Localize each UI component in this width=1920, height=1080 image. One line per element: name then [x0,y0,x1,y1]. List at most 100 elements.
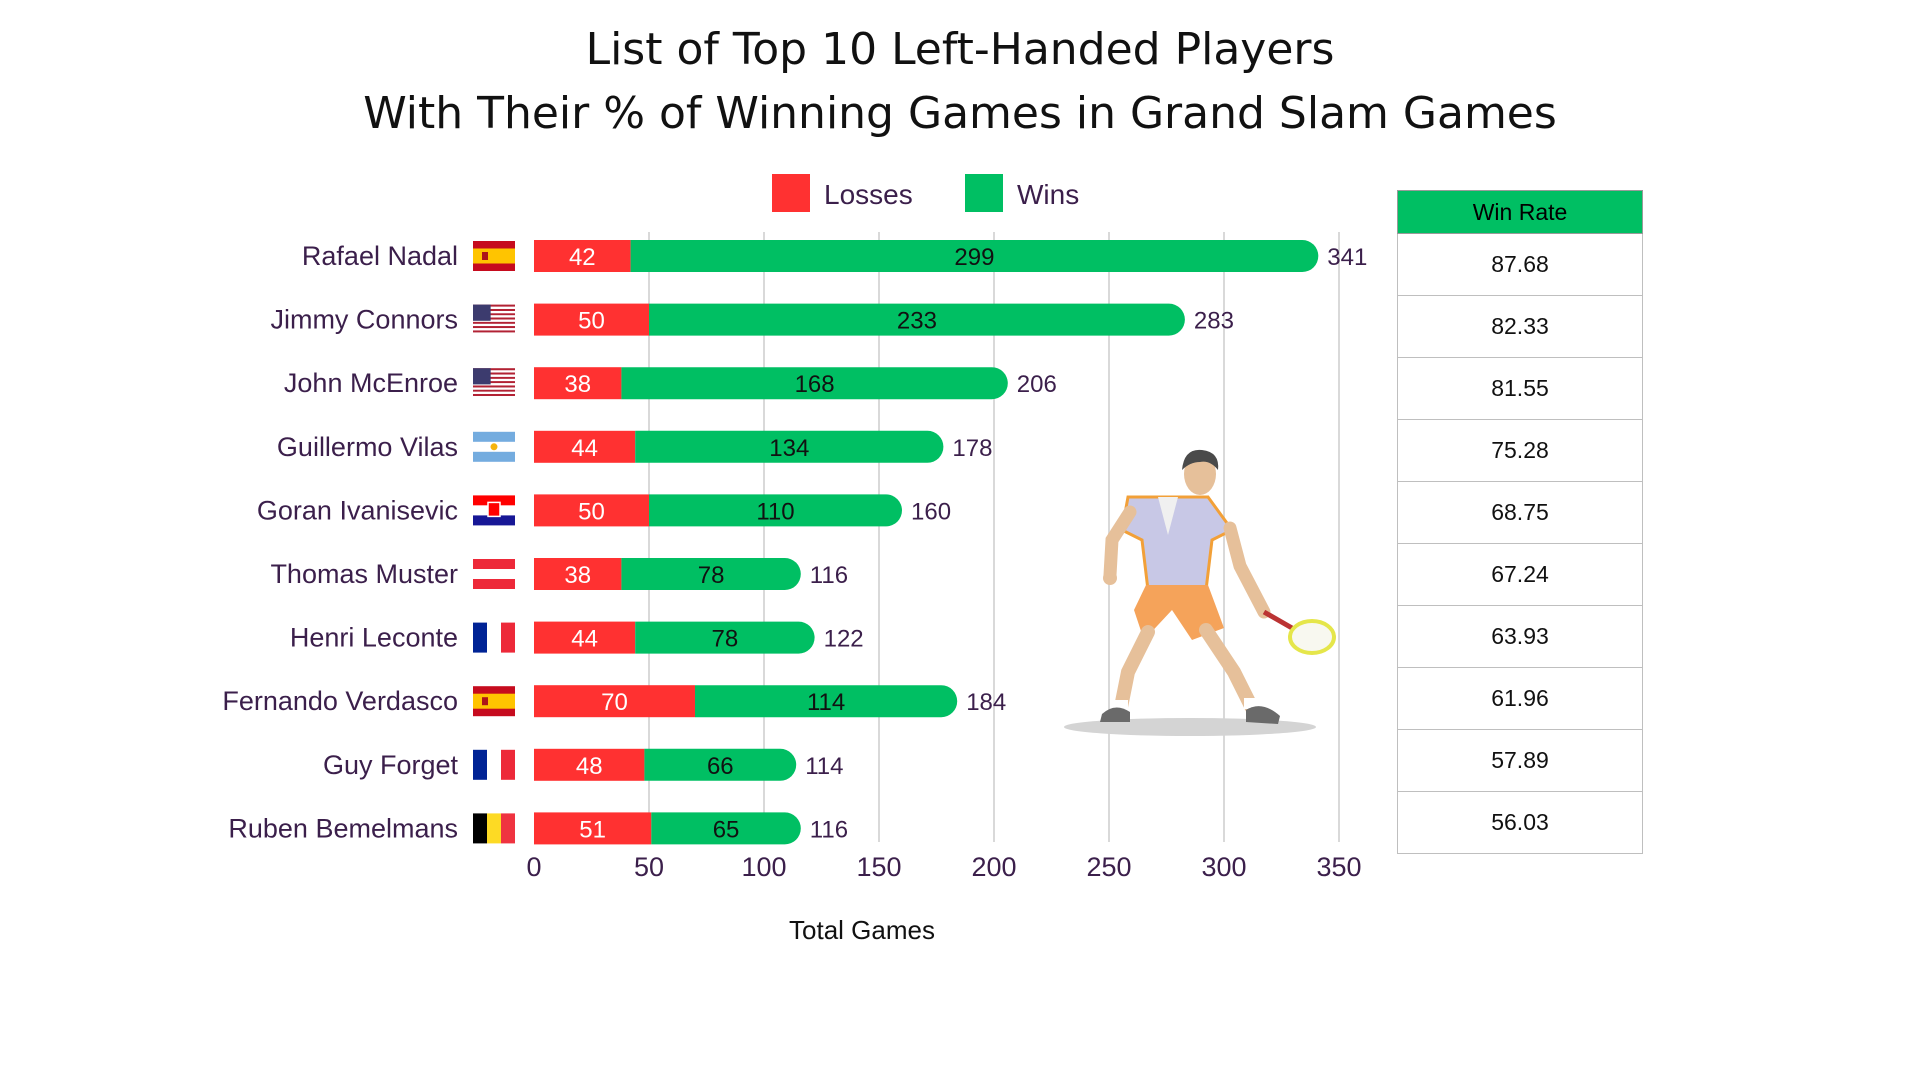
losses-bar [534,430,636,463]
wins-value-label: 65 [713,816,740,843]
total-value-label: 206 [1017,371,1057,398]
win-rate-cell: 87.68 [1397,233,1643,296]
wins-value-label: 134 [769,435,809,462]
win-rate-row: 82.33 [1397,295,1643,358]
win-rate-cell: 81.55 [1397,357,1643,420]
player-name-label: Guillermo Vilas [277,432,458,462]
total-value-label: 116 [810,816,848,843]
wins-bar [621,367,1008,400]
losses-bar [534,812,652,845]
legend-label-losses: Losses [824,179,913,210]
player-name-label: Henri Leconte [290,623,458,653]
x-tick-label: 300 [1201,852,1246,882]
chart-title-line-2: With Their % of Winning Games in Grand S… [363,88,1557,139]
legend-swatch-wins [965,174,1003,212]
losses-value-label: 48 [576,753,603,780]
win-rate-row: 68.75 [1397,481,1643,544]
player-name-label: Ruben Bemelmans [228,813,458,843]
losses-value-label: 70 [601,689,628,716]
losses-value-label: 50 [578,498,605,525]
win-rate-cell: 56.03 [1397,791,1643,854]
wins-bar [695,685,958,718]
losses-bar [534,367,622,400]
total-value-label: 283 [1194,308,1234,335]
total-value-label: 184 [966,689,1006,716]
wins-value-label: 110 [756,498,794,525]
france-flag-icon [473,622,515,653]
x-tick-label: 250 [1086,852,1131,882]
losses-value-label: 51 [579,816,606,843]
losses-value-label: 38 [564,562,591,589]
wins-bar [649,303,1185,336]
wins-bar [644,748,797,781]
x-tick-label: 100 [741,852,786,882]
wins-bar [649,494,902,527]
x-tick-label: 200 [971,852,1016,882]
losses-bar [534,748,645,781]
total-value-label: 341 [1327,244,1367,271]
total-value-label: 116 [810,562,848,589]
win-rate-row: 56.03 [1397,791,1643,854]
losses-bar [534,303,649,336]
losses-bar [534,558,622,590]
losses-bar [534,240,631,272]
x-tick-label: 50 [634,852,664,882]
losses-bar [534,685,695,718]
france-flag-icon [473,749,515,780]
wins-value-label: 233 [897,308,937,335]
win-rate-header: Win Rate [1397,190,1643,234]
spain-flag-icon [473,686,515,717]
wins-value-label: 168 [795,371,835,398]
player-name-label: John McEnroe [284,368,458,398]
total-value-label: 160 [911,498,951,525]
total-value-label: 122 [824,626,864,653]
win-rate-row: 63.93 [1397,605,1643,668]
win-rate-cell: 68.75 [1397,481,1643,544]
win-rate-row: 87.68 [1397,233,1643,296]
losses-value-label: 50 [578,308,605,335]
win-rate-cell: 82.33 [1397,295,1643,358]
player-name-label: Guy Forget [323,750,459,780]
win-rate-row: 75.28 [1397,419,1643,482]
losses-bar [534,494,649,527]
win-rate-cell: 75.28 [1397,419,1643,482]
win-rate-table: Win Rate 87.68 82.33 81.55 75.28 68.75 67.24 6… [1397,190,1643,854]
win-rate-cell: 63.93 [1397,605,1643,668]
player-name-label: Jimmy Connors [270,305,458,335]
player-name-label: Rafael Nadal [302,241,458,271]
win-rate-cell: 57.89 [1397,729,1643,792]
wins-bar [635,621,815,654]
win-rate-cell: 61.96 [1397,667,1643,730]
usa-flag-icon [473,304,515,335]
losses-bar [534,621,636,654]
usa-flag-icon [473,368,515,399]
win-rate-cell: 67.24 [1397,543,1643,606]
win-rate-row: 81.55 [1397,357,1643,420]
austria-flag-icon [473,559,515,589]
total-value-label: 178 [952,435,992,462]
wins-value-label: 114 [807,689,845,716]
x-tick-label: 150 [856,852,901,882]
wins-value-label: 66 [707,753,734,780]
win-rate-row: 61.96 [1397,667,1643,730]
legend-swatch-losses [772,174,810,212]
losses-value-label: 44 [571,435,598,462]
player-name-label: Goran Ivanisevic [257,495,458,525]
losses-value-label: 38 [564,371,591,398]
wins-value-label: 299 [954,244,994,271]
total-value-label: 114 [805,753,843,780]
wins-value-label: 78 [698,562,725,589]
win-rate-row: 57.89 [1397,729,1643,792]
wins-bar [651,812,801,845]
win-rate-row: 67.24 [1397,543,1643,606]
chart-title-line-1: List of Top 10 Left-Handed Players [585,24,1335,75]
wins-bar [630,240,1319,272]
wins-value-label: 78 [712,626,739,653]
player-name-label: Thomas Muster [270,559,458,589]
x-tick-label: 0 [526,852,541,882]
losses-value-label: 42 [569,244,596,271]
tennis-player-illustration [1064,449,1336,736]
argentina-flag-icon [473,431,515,462]
croatia-flag-icon [473,495,515,526]
